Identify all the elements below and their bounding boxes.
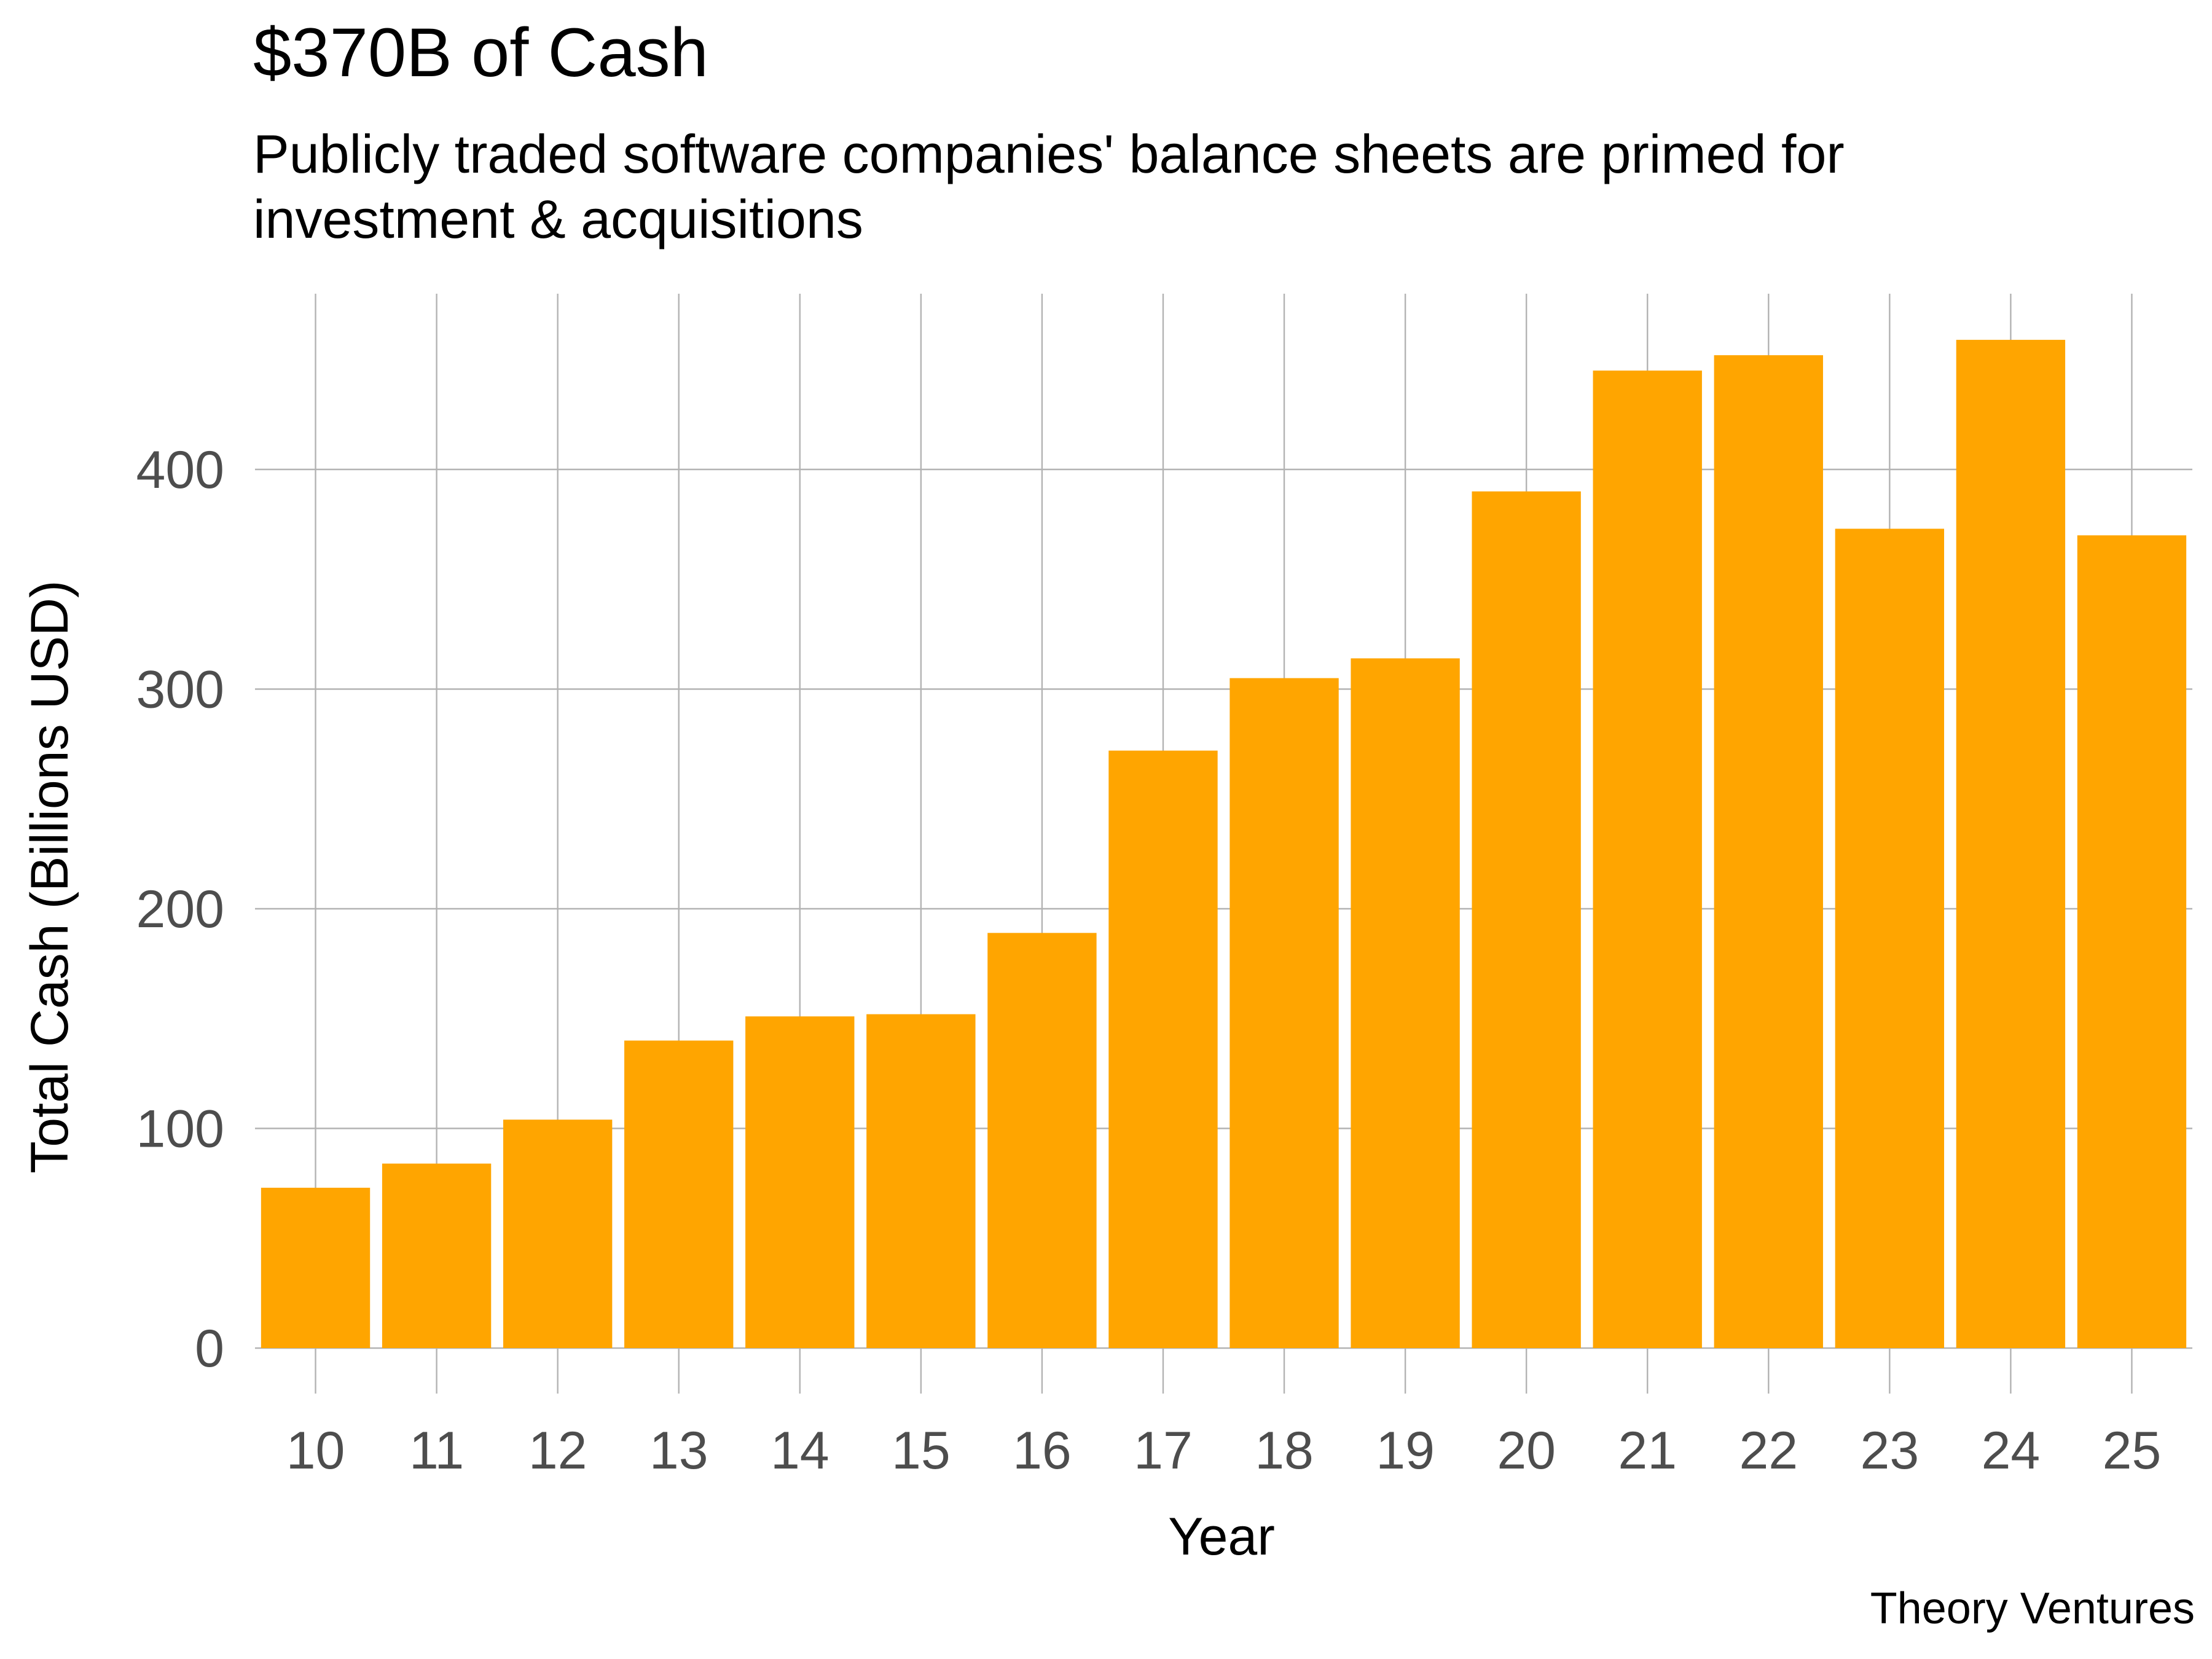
x-tick-label: 15 [892,1421,951,1480]
y-tick-label: 200 [136,880,225,939]
bar-13 [624,1040,734,1348]
bar-25 [2077,535,2187,1348]
x-tick-label: 17 [1134,1421,1193,1480]
x-tick-label: 11 [409,1421,464,1480]
x-tick-label: 21 [1618,1421,1677,1480]
bar-12 [503,1120,613,1348]
bar-18 [1230,678,1339,1348]
x-tick-label: 10 [286,1421,345,1480]
x-tick-label: 18 [1255,1421,1314,1480]
bar-14 [745,1016,855,1348]
bar-15 [866,1014,976,1348]
chart-subtitle: Publicly traded software companies' bala… [253,124,1845,249]
bar-16 [987,933,1097,1348]
y-axis-label: Total Cash (Billions USD) [20,580,79,1173]
x-tick-label: 25 [2103,1421,2162,1480]
x-tick-label: 22 [1739,1421,1798,1480]
x-tick-label: 12 [528,1421,587,1480]
chart-title: $370B of Cash [253,14,708,91]
bar-20 [1472,491,1581,1348]
axis-ticks: 0 100 200 300 400 10 11 12 13 14 15 16 17 18 19 20 21 22 2… [136,441,2162,1480]
x-tick-label: 16 [1013,1421,1072,1480]
bars [261,340,2187,1349]
bar-19 [1351,658,1460,1348]
bar-11 [382,1163,492,1348]
x-tick-label: 14 [771,1421,830,1480]
y-tick-label: 100 [136,1100,225,1159]
y-tick-label: 300 [136,661,225,720]
bar-24 [1956,340,2066,1349]
y-tick-label: 0 [195,1319,224,1378]
x-tick-label: 23 [1861,1421,1920,1480]
bar-21 [1593,371,1702,1348]
bar-17 [1108,750,1218,1348]
bar-23 [1835,528,1945,1348]
x-axis-label: Year [1168,1507,1275,1566]
chart-caption: Theory Ventures [1870,1584,2195,1633]
bar-22 [1714,355,1823,1348]
y-tick-label: 400 [136,441,225,500]
x-tick-label: 20 [1497,1421,1556,1480]
x-tick-label: 24 [1982,1421,2041,1480]
x-tick-label: 13 [649,1421,708,1480]
x-tick-label: 19 [1376,1421,1435,1480]
bar-10 [261,1188,371,1348]
